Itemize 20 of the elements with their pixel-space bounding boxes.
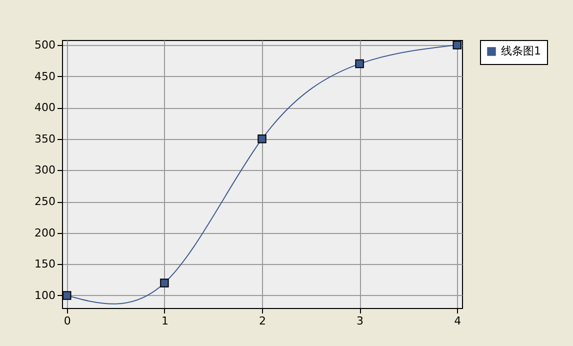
y-tick-label: 500 <box>34 38 56 52</box>
point <box>62 291 72 300</box>
y-tick-label: 100 <box>34 288 56 302</box>
y-tick-label: 250 <box>34 195 56 208</box>
point <box>355 59 364 68</box>
x-tick-label: 1 <box>161 314 168 328</box>
x-tick-label: 0 <box>64 314 71 328</box>
x-tick-label: 4 <box>454 314 462 328</box>
point <box>452 40 462 50</box>
legend-label: 线条图1 <box>501 44 541 58</box>
point <box>258 134 266 144</box>
point <box>160 278 169 288</box>
x-tick-label: 2 <box>259 314 266 328</box>
y-tick-label: 350 <box>34 132 56 146</box>
x-tick-label: 3 <box>356 314 364 328</box>
y-tick-label: 300 <box>34 164 56 177</box>
y-tick-label: 400 <box>34 101 56 114</box>
y-tick-label: 450 <box>34 70 56 83</box>
y-tick-label: 150 <box>34 258 56 271</box>
y-tick-label: 200 <box>34 226 56 240</box>
